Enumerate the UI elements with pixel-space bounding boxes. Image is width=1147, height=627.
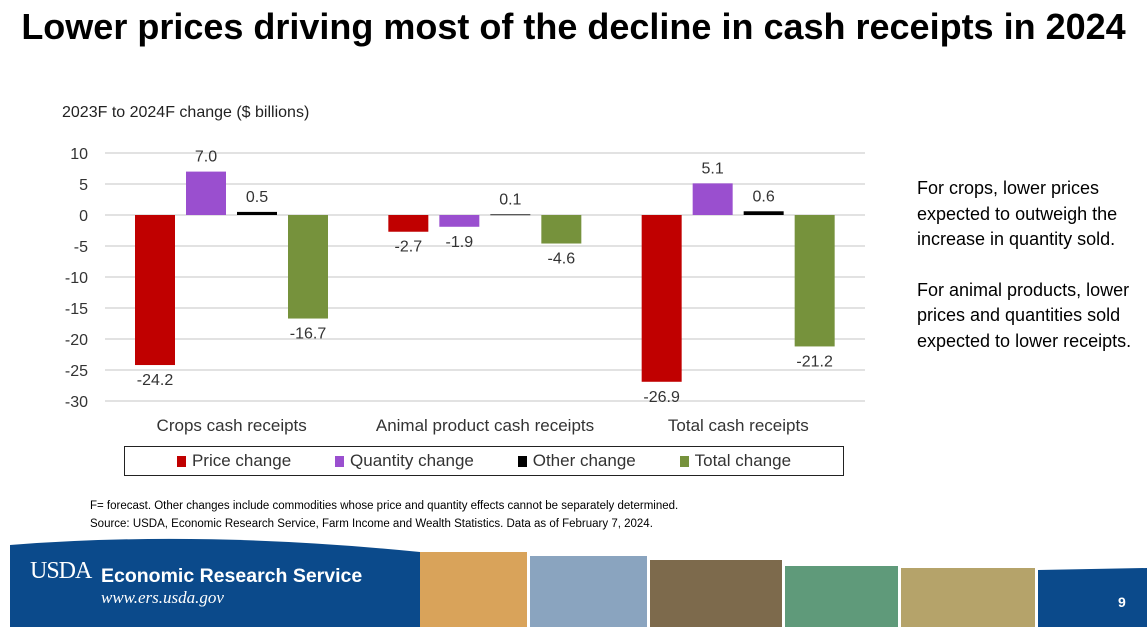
slide-title: Lower prices driving most of the decline… (21, 6, 1126, 47)
legend-item-other: Other change (517, 451, 636, 471)
bar-chart: 10 5 0 -5 -10 -15 -20 -25 -30 Crops cash receipts… (65, 146, 865, 435)
source-note: Source: USDA, Economic Research Service,… (90, 518, 653, 530)
legend-label: Total change (694, 451, 792, 470)
data-label: -4.6 (548, 251, 576, 268)
bar-other-change (743, 211, 784, 215)
y-tick-label: 10 (70, 146, 88, 163)
legend-swatch (679, 455, 689, 467)
bar-other-change (490, 214, 531, 216)
website-link[interactable]: www.ers.usda.gov (101, 588, 224, 607)
data-label: -1.9 (446, 234, 474, 251)
y-axis-label: 2023F to 2024F change ($ billions) (62, 104, 310, 121)
data-label: 5.1 (702, 160, 724, 177)
bar-quantity-change (439, 215, 480, 227)
y-tick-label: -5 (74, 239, 88, 256)
page-number: 9 (1118, 594, 1126, 610)
legend-swatch (176, 455, 186, 467)
bar-price-change (135, 215, 175, 366)
bar-price-change (388, 215, 429, 232)
data-label: -2.7 (395, 239, 423, 256)
usda-logo: USDA (30, 558, 92, 584)
data-label: -16.7 (290, 326, 327, 343)
legend: Price change Quantity change Other chang… (124, 446, 844, 476)
legend-label: Other change (532, 451, 636, 470)
legend-swatch (517, 455, 527, 467)
data-label: 0.6 (753, 188, 775, 205)
legend-item-price: Price change (176, 451, 292, 471)
x-category-label: Animal product cash receipts (376, 416, 594, 435)
y-tick-label: -20 (65, 332, 88, 349)
bar-price-change (641, 215, 682, 382)
legend-label: Price change (191, 451, 292, 470)
wheat-photo (420, 552, 527, 627)
bar-total-change (541, 215, 582, 244)
org-name: Economic Research Service (101, 565, 363, 587)
footnotes: F= forecast. Other changes include commo… (90, 497, 678, 533)
wetland-photo (785, 566, 898, 627)
bar-total-change (794, 215, 835, 347)
data-label: 7.0 (195, 149, 217, 166)
legend-item-total: Total change (679, 451, 792, 471)
market-photo (650, 560, 782, 627)
legend-label: Quantity change (350, 451, 474, 470)
footer-banner (10, 538, 1147, 627)
data-label: -24.2 (137, 372, 174, 389)
bar-quantity-change (186, 171, 226, 215)
x-category-label: Total cash receipts (668, 416, 809, 435)
forecast-note: F= forecast. Other changes include commo… (90, 500, 679, 512)
animal-commentary: For animal products, lower prices and qu… (917, 279, 1132, 351)
side-commentary: For crops, lower prices expected to outw… (917, 176, 1137, 379)
bar-total-change (288, 215, 328, 319)
crops-commentary: For crops, lower prices expected to outw… (917, 178, 1118, 249)
data-label: -21.2 (796, 353, 833, 370)
ship-photo (530, 556, 647, 627)
data-label: 0.5 (246, 189, 268, 206)
legend-item-quantity: Quantity change (335, 451, 474, 471)
y-tick-label: -30 (65, 394, 88, 411)
y-tick-label: -10 (65, 270, 88, 287)
data-label: 0.1 (499, 191, 521, 208)
y-tick-label: -15 (65, 301, 88, 318)
y-tick-label: -25 (65, 363, 88, 380)
bar-other-change (237, 211, 277, 215)
y-tick-label: 0 (79, 208, 88, 225)
data-label: -26.9 (643, 389, 680, 406)
x-category-label: Crops cash receipts (157, 416, 307, 435)
town-photo (901, 568, 1035, 627)
y-tick-label: 5 (79, 177, 88, 194)
legend-swatch (335, 455, 345, 467)
bar-quantity-change (692, 183, 733, 215)
